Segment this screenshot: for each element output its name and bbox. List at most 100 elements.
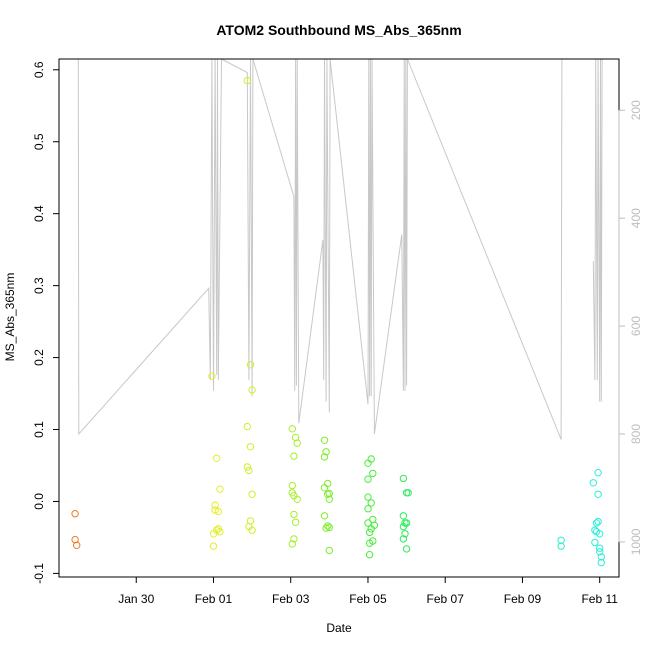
x-tick-label: Jan 30 <box>118 592 154 606</box>
data-point <box>367 499 375 507</box>
data-point <box>216 528 224 536</box>
data-point <box>401 530 409 538</box>
y-tick-label: 0.2 <box>32 349 46 366</box>
data-point <box>243 76 252 85</box>
data-point <box>246 361 255 369</box>
data-point <box>325 495 333 503</box>
data-point <box>325 546 333 555</box>
data-point <box>370 521 379 529</box>
data-points-layer <box>71 76 605 567</box>
data-point <box>364 475 372 483</box>
data-point <box>324 522 332 530</box>
data-point <box>592 519 601 527</box>
data-point <box>589 479 597 487</box>
data-point <box>596 548 604 556</box>
data-point <box>248 490 256 498</box>
data-point <box>320 512 329 520</box>
data-point <box>591 538 599 547</box>
data-point <box>557 542 565 550</box>
data-point <box>322 524 330 532</box>
data-point <box>402 545 411 553</box>
data-point <box>594 490 602 498</box>
right-axis-tick-label: 200 <box>629 100 643 120</box>
secondary-series-line <box>77 58 563 440</box>
data-point <box>597 553 605 561</box>
data-point <box>208 372 216 380</box>
data-point <box>246 443 255 451</box>
data-point <box>245 466 253 475</box>
data-point <box>213 454 221 462</box>
data-point <box>288 425 296 433</box>
data-point <box>591 526 599 534</box>
data-point <box>399 512 408 520</box>
data-point <box>288 481 296 490</box>
y-tick-label: 0.3 <box>32 277 46 294</box>
right-axis-tick-label: 1000 <box>629 528 643 555</box>
x-tick-label: Feb 03 <box>272 592 310 606</box>
y-tick-label: 0.1 <box>32 421 46 438</box>
data-point <box>248 386 256 394</box>
data-point <box>364 519 372 527</box>
data-point <box>399 474 408 483</box>
data-point <box>325 489 333 498</box>
x-axis: Jan 30 Feb 01 Feb 03 Feb 05 Feb 07 Feb 09 Feb … <box>118 576 618 606</box>
data-point <box>290 510 298 519</box>
data-point <box>209 542 218 550</box>
chart-title: ATOM2 Southbound MS_Abs_365nm <box>216 22 461 38</box>
x-tick-label: Feb 09 <box>504 592 542 606</box>
data-point <box>243 422 252 431</box>
y-tick-label: 0.6 <box>32 61 46 78</box>
x-tick-label: Feb 05 <box>349 592 387 606</box>
data-point <box>320 453 329 461</box>
data-point <box>248 526 256 534</box>
data-point <box>291 518 300 526</box>
data-point <box>325 523 333 532</box>
data-point <box>216 485 224 493</box>
data-point <box>402 519 411 527</box>
y-tick-label: 0.4 <box>32 205 46 222</box>
data-point <box>214 507 223 516</box>
data-point <box>596 544 604 552</box>
data-point <box>364 505 372 513</box>
y-tick-label: 0.0 <box>32 493 46 510</box>
x-tick-label: Feb 11 <box>581 592 618 606</box>
data-point <box>369 537 377 545</box>
data-point <box>293 495 301 503</box>
right-axis-tick-label: 600 <box>629 316 643 336</box>
data-point <box>246 517 255 525</box>
data-point <box>243 463 252 471</box>
data-point <box>597 558 605 567</box>
data-point <box>399 535 408 543</box>
data-point <box>322 448 330 456</box>
data-point <box>369 469 377 478</box>
data-point <box>365 551 374 559</box>
data-point <box>594 469 602 477</box>
data-point <box>320 436 329 444</box>
x-tick-label: Feb 01 <box>195 592 233 606</box>
x-axis-label: Date <box>326 621 352 635</box>
y-axis-label: MS_Abs_365nm <box>3 273 17 362</box>
x-tick-label: Feb 07 <box>427 592 465 606</box>
y-tick-label: -0.1 <box>32 563 46 584</box>
data-point <box>404 489 412 497</box>
data-point <box>211 501 219 509</box>
right-axis: 200 400 600 800 1000 <box>618 100 643 555</box>
data-point <box>293 439 301 447</box>
data-point <box>365 528 374 537</box>
y-tick-label: 0.5 <box>32 133 46 150</box>
data-point <box>71 510 79 518</box>
data-point <box>367 455 375 463</box>
data-point <box>364 493 372 501</box>
right-axis-tick-label: 400 <box>629 208 643 228</box>
y-axis: -0.1 0.0 0.1 0.2 0.3 0.4 0.5 0.6 <box>32 61 59 584</box>
data-point <box>290 535 298 543</box>
data-point <box>596 530 604 538</box>
data-point <box>290 452 298 460</box>
data-point <box>557 536 565 544</box>
data-point <box>73 541 81 549</box>
data-point <box>288 540 296 548</box>
right-axis-tick-label: 800 <box>629 424 643 444</box>
data-point <box>594 517 602 526</box>
data-point <box>324 479 332 488</box>
